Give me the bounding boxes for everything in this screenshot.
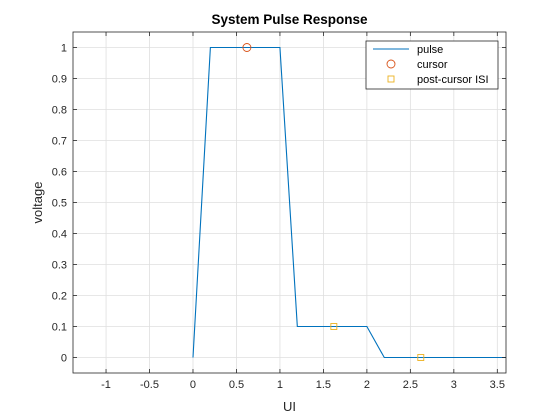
y-tick-label: 0.3: [52, 260, 67, 272]
legend-label: cursor: [417, 59, 448, 71]
y-axis-label: voltage: [30, 182, 45, 224]
y-tick-label: 0.5: [52, 198, 67, 210]
grid: [73, 32, 506, 373]
x-tick-label: 2: [364, 379, 370, 391]
x-tick-label: -1: [101, 379, 111, 391]
x-tick-label: 0: [190, 379, 196, 391]
legend-isi-swatch: [387, 75, 395, 83]
series-layer: [192, 43, 506, 361]
x-tick-label: 3: [451, 379, 457, 391]
x-axis-label: UI: [283, 399, 296, 414]
legend-label: post-cursor ISI: [417, 74, 489, 86]
y-tick-label: 0.6: [52, 167, 67, 179]
post-cursor-isi-marker: [330, 323, 338, 330]
y-tick-label: 0.7: [52, 136, 67, 148]
x-tick-label: -0.5: [140, 379, 159, 391]
x-tick-label: 2.5: [403, 379, 418, 391]
ticks: -1 -0.5 0 0.5 1 1.5 2 2.5 3 3.5 0 0.1 0.2 0.3 0.4 0.5 0.…: [52, 32, 506, 391]
y-tick-label: 0: [61, 353, 67, 365]
chart-title: System Pulse Response: [211, 12, 368, 27]
legend-label: pulse: [417, 44, 443, 56]
x-tick-label: 1.5: [316, 379, 331, 391]
cursor-marker: [242, 43, 252, 52]
y-tick-label: 0.1: [52, 322, 67, 334]
legend-cursor-swatch: [386, 59, 396, 69]
x-tick-label: 1: [277, 379, 283, 391]
y-tick-label: 0.8: [52, 105, 67, 117]
y-tick-label: 0.4: [52, 229, 67, 241]
x-tick-label: 0.5: [229, 379, 244, 391]
pulse-line: [192, 46, 506, 359]
legend: pulse cursor post-cursor ISI: [365, 40, 499, 90]
x-tick-label: 3.5: [490, 379, 505, 391]
y-tick-label: 0.9: [52, 74, 67, 86]
post-cursor-isi-marker: [417, 354, 425, 361]
y-tick-label: 1: [61, 43, 67, 55]
y-tick-label: 0.2: [52, 291, 67, 303]
